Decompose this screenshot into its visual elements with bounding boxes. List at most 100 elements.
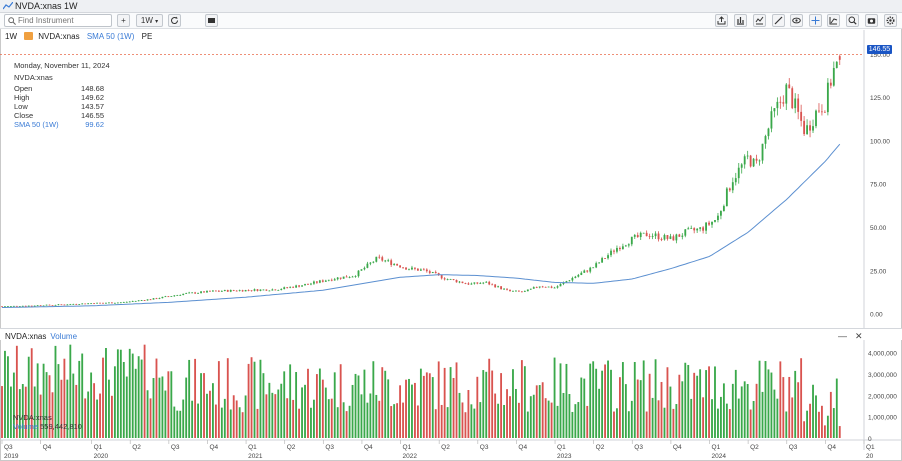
candle-body bbox=[479, 283, 482, 285]
candle-body bbox=[693, 228, 696, 231]
candle-body bbox=[217, 290, 220, 292]
quarter-tick-label: Q4 bbox=[43, 444, 52, 451]
quarter-tick-label: Q1 bbox=[403, 444, 412, 451]
candle-body bbox=[298, 285, 300, 287]
trend-button[interactable] bbox=[827, 14, 840, 27]
info-row-high: High 149.62 bbox=[14, 93, 104, 102]
year-tick-label: 2023 bbox=[557, 453, 572, 460]
candle-body bbox=[375, 256, 378, 262]
volume-tick-label: 4,000,000 bbox=[868, 351, 897, 358]
volume-bar bbox=[304, 384, 306, 438]
legend-pe[interactable]: PE bbox=[141, 32, 153, 41]
volume-bar bbox=[547, 400, 550, 438]
candle-body bbox=[188, 292, 191, 294]
refresh-button[interactable] bbox=[168, 14, 181, 27]
candle-body bbox=[203, 291, 205, 293]
volume-bar bbox=[143, 344, 146, 438]
volume-bar bbox=[627, 411, 630, 438]
search-box[interactable] bbox=[4, 14, 112, 27]
info-row-open: Open 148.68 bbox=[14, 84, 104, 93]
candle-body bbox=[357, 270, 360, 277]
volume-bar bbox=[384, 370, 387, 438]
volume-bar bbox=[696, 375, 699, 438]
candle-body bbox=[301, 285, 303, 287]
volume-bar bbox=[791, 397, 794, 438]
candle-body bbox=[253, 289, 256, 291]
candle-body bbox=[452, 279, 455, 280]
volume-bar bbox=[277, 389, 280, 438]
settings-button[interactable] bbox=[884, 14, 897, 27]
candle-body bbox=[42, 305, 45, 307]
volume-bar bbox=[203, 373, 205, 438]
volume-bar bbox=[815, 395, 817, 438]
volume-bar bbox=[155, 358, 158, 438]
snapshot-button[interactable] bbox=[865, 14, 878, 27]
volume-bar bbox=[663, 407, 666, 438]
volume-bar bbox=[693, 372, 696, 438]
quarter-tick-label: Q3 bbox=[634, 444, 643, 451]
search-input[interactable] bbox=[18, 15, 110, 26]
share-button[interactable] bbox=[715, 14, 728, 27]
draw-button[interactable] bbox=[772, 14, 785, 27]
candle-body bbox=[414, 267, 416, 269]
quarter-tick-label: Q1 bbox=[712, 444, 721, 451]
candle-body bbox=[4, 306, 6, 308]
candle-body bbox=[687, 228, 690, 230]
volume-bar bbox=[752, 401, 755, 438]
candle-body bbox=[241, 290, 244, 292]
candle-body bbox=[663, 235, 666, 240]
candle-body bbox=[598, 262, 601, 264]
volume-bar bbox=[823, 425, 826, 438]
volume-bar bbox=[333, 372, 336, 438]
candle-body bbox=[538, 286, 541, 288]
candle-body bbox=[642, 232, 645, 234]
quarter-tick-label: Q1 bbox=[94, 444, 103, 451]
interval-button[interactable]: 1W ▾ bbox=[136, 14, 163, 27]
chart-type-button[interactable] bbox=[205, 14, 218, 27]
year-tick-label: 2024 bbox=[712, 453, 727, 460]
volume-bar bbox=[434, 409, 437, 438]
candle-body bbox=[794, 98, 797, 109]
volume-bar bbox=[241, 412, 244, 438]
candle-body bbox=[604, 258, 606, 259]
volume-info-box: NVDA:xnas Volume 559,442,810 bbox=[13, 413, 82, 431]
candle-body bbox=[384, 260, 387, 262]
volume-bar bbox=[295, 372, 298, 438]
candle-body bbox=[568, 280, 571, 282]
candle-body bbox=[167, 296, 170, 298]
volume-bar bbox=[170, 371, 173, 438]
candle-body bbox=[128, 301, 131, 303]
add-button[interactable]: + bbox=[117, 14, 130, 27]
volume-bar bbox=[538, 385, 541, 438]
volume-bar bbox=[12, 372, 15, 438]
candle-body bbox=[425, 269, 428, 272]
volume-bar bbox=[821, 405, 823, 438]
indicators-button[interactable] bbox=[734, 14, 747, 27]
legend-symbol[interactable]: NVDA:xnas bbox=[38, 32, 80, 41]
volume-bar bbox=[642, 360, 645, 438]
zoom-button[interactable] bbox=[846, 14, 859, 27]
candle-body bbox=[30, 305, 33, 307]
volume-bar bbox=[200, 373, 202, 438]
candle-body bbox=[315, 281, 318, 283]
volume-bar bbox=[220, 407, 223, 438]
volume-pane-label[interactable]: Volume bbox=[50, 332, 78, 341]
candle-body bbox=[515, 290, 517, 292]
crosshair-button[interactable] bbox=[809, 14, 822, 27]
volume-bar bbox=[702, 397, 705, 438]
analysis-button[interactable] bbox=[753, 14, 766, 27]
volume-bar bbox=[636, 379, 639, 438]
volume-bar bbox=[479, 402, 482, 438]
volume-bar bbox=[630, 400, 633, 438]
close-pane-button[interactable]: ✕ bbox=[855, 331, 863, 341]
volume-bar bbox=[639, 380, 642, 438]
volume-bar bbox=[467, 390, 470, 438]
candle-body bbox=[396, 263, 399, 266]
candle-body bbox=[749, 155, 752, 167]
candle-body bbox=[339, 277, 342, 279]
visibility-button[interactable] bbox=[790, 14, 803, 27]
minimize-pane-button[interactable]: — bbox=[838, 331, 847, 341]
legend-sma[interactable]: SMA 50 (1W) bbox=[86, 32, 135, 41]
info-row-close: Close 146.55 bbox=[14, 111, 104, 120]
